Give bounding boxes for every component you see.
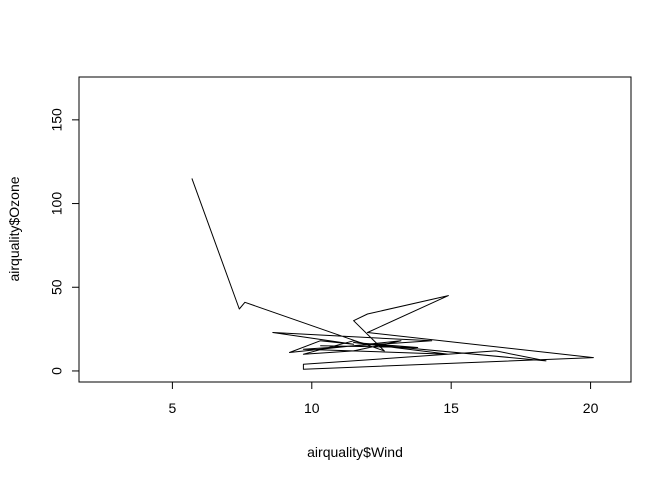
y-tick-label: 100 xyxy=(49,192,65,216)
x-tick-label: 5 xyxy=(168,400,176,416)
y-tick-label: 50 xyxy=(49,279,65,295)
y-tick-label: 150 xyxy=(49,108,65,132)
plot-frame xyxy=(78,76,632,383)
x-tick-label: 20 xyxy=(583,400,599,416)
y-axis-title: airquality$Ozone xyxy=(6,176,22,281)
x-tick-label: 10 xyxy=(304,400,320,416)
x-axis: 5 10 15 20 xyxy=(168,381,599,416)
y-tick-label: 0 xyxy=(49,367,65,375)
x-axis-title: airquality$Wind xyxy=(307,444,403,460)
x-tick-label: 15 xyxy=(443,400,459,416)
y-axis: 0 50 100 150 xyxy=(49,108,80,375)
series-line xyxy=(191,178,594,370)
plot-area xyxy=(191,178,594,370)
